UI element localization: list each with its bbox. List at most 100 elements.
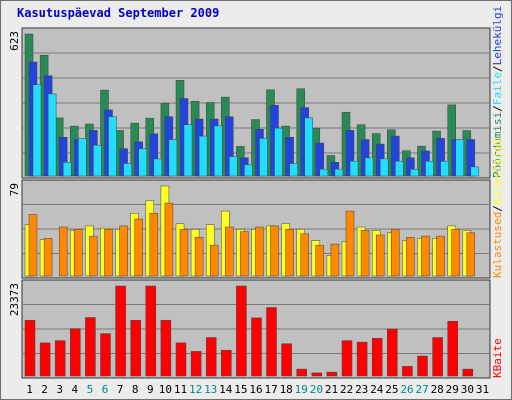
bar-kulastused-day-12	[194, 237, 204, 277]
bar-lehekülgi-day-27	[425, 160, 434, 177]
bar-lehekülgi-day-3	[62, 162, 72, 177]
legend-entry: Pöördumisi	[491, 112, 504, 178]
bar-kulastused-day-17	[270, 225, 279, 277]
x-tick-label-day-15: 15	[234, 383, 247, 396]
bar-lehekülgi-day-8	[138, 148, 147, 177]
bar-kbaite-day-2	[39, 342, 51, 377]
axis-legend: Kulastused/Külastajad	[491, 139, 504, 278]
bar-kulastused-day-16	[255, 226, 264, 277]
x-tick-label-day-30: 30	[461, 383, 474, 396]
bar-kulastused-day-6	[104, 229, 113, 277]
bar-lehekülgi-day-2	[47, 93, 57, 177]
bar-kbaite-day-5	[85, 317, 96, 377]
bar-lehekülgi-day-4	[78, 138, 87, 177]
bar-lehekülgi-day-16	[259, 138, 268, 177]
bar-kulastused-day-26	[406, 237, 415, 277]
bar-kbaite-day-16	[251, 317, 262, 377]
bar-kbaite-day-28	[432, 337, 443, 377]
bar-lehekülgi-day-22	[349, 160, 359, 177]
bar-lehekülgi-day-26	[410, 168, 419, 177]
bar-kbaite-day-17	[266, 307, 277, 377]
bar-lehekülgi-day-28	[440, 160, 449, 177]
bar-kbaite-day-13	[205, 337, 217, 377]
x-tick-label-day-5: 5	[87, 383, 94, 396]
bar-kbaite-day-18	[281, 343, 292, 377]
bar-kulastused-day-4	[74, 229, 83, 277]
x-tick-label-day-17: 17	[264, 383, 277, 396]
bar-lehekülgi-day-20	[319, 168, 329, 177]
bar-kulastused-day-27	[421, 235, 430, 277]
bar-kulastused-day-24	[375, 234, 385, 277]
bar-kulastused-day-3	[58, 226, 68, 277]
x-tick-label-day-26: 26	[400, 383, 413, 396]
bar-kbaite-day-22	[341, 340, 353, 377]
bar-lehekülgi-day-23	[364, 157, 374, 177]
x-tick-label-day-18: 18	[280, 383, 293, 396]
axis-legend: KBaite	[491, 338, 504, 378]
x-tick-label-day-27: 27	[415, 383, 428, 396]
legend-entry: /	[491, 205, 504, 212]
bar-lehekülgi-day-25	[395, 160, 404, 177]
bar-lehekülgi-day-6	[108, 116, 117, 177]
x-tick-label-day-20: 20	[310, 383, 323, 396]
bar-lehekülgi-day-5	[93, 144, 102, 177]
bar-kbaite-day-24	[371, 338, 383, 377]
x-tick-label-day-11: 11	[174, 383, 187, 396]
bar-kbaite-day-10	[160, 319, 172, 377]
panel-bottom: 23373 KBaite	[8, 279, 504, 379]
bar-kulastused-day-25	[391, 229, 400, 277]
bar-kulastused-day-23	[360, 230, 370, 277]
bar-kbaite-day-25	[387, 328, 398, 377]
bar-kbaite-day-3	[54, 340, 66, 377]
bar-kulastused-day-1	[28, 214, 38, 277]
bar-kbaite-day-20	[311, 372, 323, 377]
bar-lehekülgi-day-24	[379, 158, 389, 177]
bar-kbaite-day-21	[326, 371, 338, 377]
x-tick-label-day-4: 4	[71, 383, 78, 396]
legend-entry: /	[491, 105, 504, 112]
bar-kbaite-day-15	[236, 285, 247, 377]
x-tick-label-day-16: 16	[249, 383, 262, 396]
bar-kbaite-day-26	[402, 366, 413, 377]
bar-kbaite-day-12	[190, 351, 202, 377]
bar-kulastused-day-8	[134, 218, 143, 277]
legend-entry: /	[491, 65, 504, 72]
bar-kulastused-day-30	[466, 232, 476, 277]
bar-kbaite-day-23	[356, 341, 368, 377]
x-tick-label-day-23: 23	[355, 383, 368, 396]
bar-lehekülgi-day-17	[274, 127, 283, 177]
bar-kulastused-day-7	[119, 225, 128, 277]
bar-kulastused-day-5	[89, 235, 98, 277]
bar-kulastused-day-15	[240, 231, 249, 277]
x-tick-label-day-6: 6	[102, 383, 109, 396]
x-tick-label-day-1: 1	[26, 383, 33, 396]
bar-kbaite-day-1	[24, 319, 36, 377]
x-tick-label-day-19: 19	[295, 383, 308, 396]
bar-lehekülgi-day-7	[123, 163, 132, 177]
panel-middle: 79 Kulastused/Külastajad	[8, 139, 504, 279]
bar-kulastused-day-13	[209, 244, 219, 277]
bar-lehekülgi-day-13	[213, 125, 223, 177]
x-tick-label-day-14: 14	[219, 383, 233, 396]
bar-lehekülgi-day-21	[334, 168, 344, 177]
x-tick-label-day-12: 12	[189, 383, 202, 396]
bar-kbaite-day-30	[462, 368, 474, 377]
legend-entry: Faile	[491, 72, 504, 105]
bar-lehekülgi-day-1	[32, 84, 42, 177]
bar-kulastused-day-21	[330, 243, 340, 277]
bar-lehekülgi-day-14	[229, 156, 238, 177]
bar-kulastused-day-28	[436, 235, 445, 277]
x-tick-label-day-10: 10	[159, 383, 172, 396]
bar-kulastused-day-18	[285, 229, 294, 277]
bar-kulastused-day-9	[149, 213, 159, 277]
x-tick-label-day-21: 21	[325, 383, 338, 396]
bar-kulastused-day-20	[315, 244, 325, 277]
x-tick-label-day-13: 13	[204, 383, 217, 396]
x-tick-label-day-25: 25	[385, 383, 398, 396]
bar-kbaite-day-11	[175, 342, 187, 377]
bar-kbaite-day-9	[145, 285, 157, 377]
x-tick-label-day-22: 22	[340, 383, 353, 396]
bar-kulastused-day-14	[225, 226, 234, 277]
